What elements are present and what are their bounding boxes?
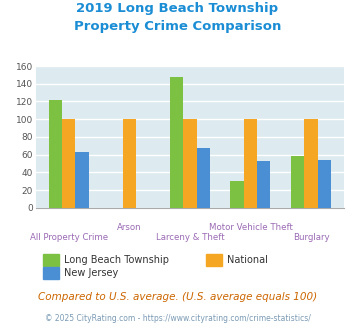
Bar bbox=[123, 119, 136, 208]
Text: Burglary: Burglary bbox=[293, 233, 329, 242]
Bar bbox=[76, 152, 89, 208]
Text: Property Crime Comparison: Property Crime Comparison bbox=[74, 20, 281, 33]
Text: National: National bbox=[227, 255, 268, 265]
Bar bbox=[304, 119, 318, 208]
Bar bbox=[197, 148, 210, 208]
Text: New Jersey: New Jersey bbox=[64, 268, 118, 278]
Bar bbox=[257, 161, 271, 208]
Text: Larceny & Theft: Larceny & Theft bbox=[155, 233, 224, 242]
Bar bbox=[291, 155, 304, 208]
Text: Motor Vehicle Theft: Motor Vehicle Theft bbox=[208, 223, 293, 232]
Bar bbox=[62, 119, 76, 208]
Text: © 2025 CityRating.com - https://www.cityrating.com/crime-statistics/: © 2025 CityRating.com - https://www.city… bbox=[45, 314, 310, 323]
Bar bbox=[49, 100, 62, 208]
Bar bbox=[170, 77, 183, 208]
Bar bbox=[318, 160, 331, 208]
Bar bbox=[183, 119, 197, 208]
Text: All Property Crime: All Property Crime bbox=[30, 233, 108, 242]
Text: Compared to U.S. average. (U.S. average equals 100): Compared to U.S. average. (U.S. average … bbox=[38, 292, 317, 302]
Bar bbox=[230, 181, 244, 208]
Text: Long Beach Township: Long Beach Township bbox=[64, 255, 169, 265]
Bar bbox=[244, 119, 257, 208]
Text: Arson: Arson bbox=[117, 223, 142, 232]
Text: 2019 Long Beach Township: 2019 Long Beach Township bbox=[76, 2, 279, 15]
